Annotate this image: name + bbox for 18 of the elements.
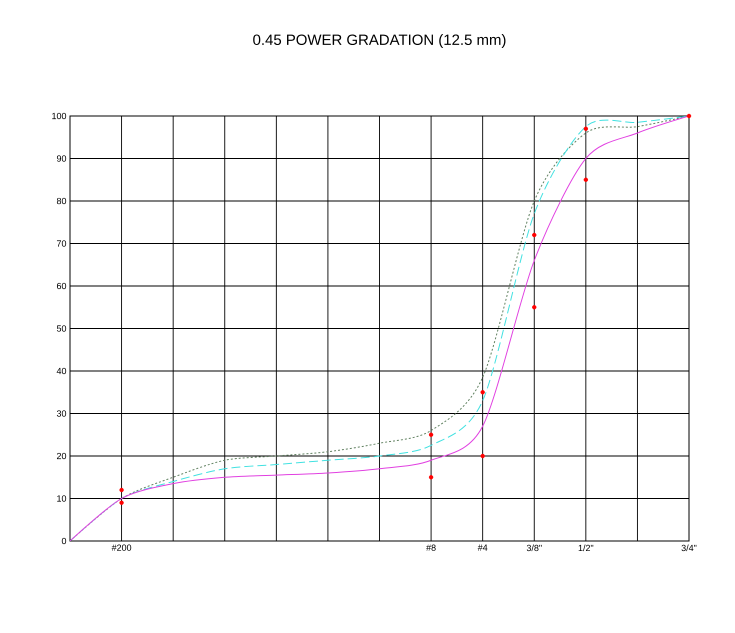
x-tick-label: 1/2": [578, 544, 594, 552]
y-tick-label: 40: [56, 368, 66, 374]
y-tick-label: 20: [56, 452, 66, 460]
x-tick-label: #200: [112, 544, 132, 551]
chart-title: 0.45 POWER GRADATION (12.5 mm): [253, 34, 506, 48]
x-tick-label: #4: [478, 544, 488, 551]
x-tick-label: 3/8": [526, 544, 542, 552]
y-tick-label: 80: [56, 198, 66, 204]
x-tick-label: #8: [426, 544, 436, 551]
y-tick-label: 70: [56, 240, 66, 247]
y-tick-label: 0: [62, 538, 66, 544]
y-tick-label: 90: [56, 155, 66, 162]
x-tick-label: 3/4": [682, 544, 696, 552]
y-tick-label: 10: [57, 495, 66, 502]
y-tick-label: 100: [52, 112, 66, 120]
y-tick-label: 50: [56, 325, 66, 332]
y-tick-label: 60: [56, 282, 66, 290]
y-tick-label: 30: [56, 410, 66, 417]
